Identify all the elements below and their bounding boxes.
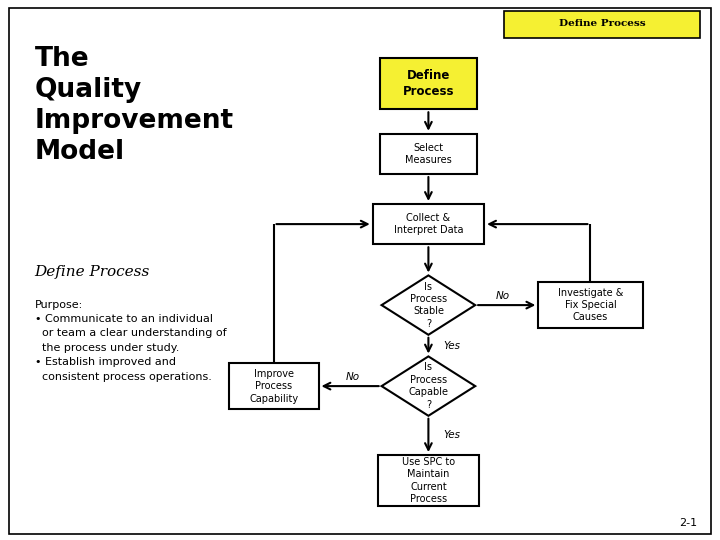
Polygon shape: [382, 275, 475, 335]
FancyBboxPatch shape: [380, 58, 477, 109]
Text: Improve
Process
Capability: Improve Process Capability: [249, 369, 298, 403]
FancyBboxPatch shape: [373, 204, 484, 244]
Text: Yes: Yes: [444, 341, 461, 350]
Text: Define Process: Define Process: [559, 19, 645, 28]
Text: Define
Process: Define Process: [402, 69, 454, 98]
FancyBboxPatch shape: [229, 363, 319, 409]
Text: Use SPC to
Maintain
Current
Process: Use SPC to Maintain Current Process: [402, 457, 455, 504]
Text: 2-1: 2-1: [679, 518, 697, 528]
Text: No: No: [346, 373, 360, 382]
Text: Collect &
Interpret Data: Collect & Interpret Data: [394, 213, 463, 235]
FancyBboxPatch shape: [504, 11, 700, 38]
Text: Investigate &
Fix Special
Causes: Investigate & Fix Special Causes: [558, 288, 623, 322]
FancyBboxPatch shape: [9, 8, 711, 534]
Text: Define Process: Define Process: [35, 265, 150, 279]
Text: Yes: Yes: [444, 430, 461, 441]
Text: No: No: [495, 292, 510, 301]
Text: Is
Process
Stable
?: Is Process Stable ?: [410, 281, 447, 329]
Text: Is
Process
Capable
?: Is Process Capable ?: [408, 362, 449, 410]
FancyBboxPatch shape: [538, 282, 643, 328]
FancyBboxPatch shape: [380, 134, 477, 174]
FancyBboxPatch shape: [378, 455, 479, 507]
Polygon shape: [382, 356, 475, 416]
Text: Purpose:
• Communicate to an individual
  or team a clear understanding of
  the: Purpose: • Communicate to an individual …: [35, 300, 226, 382]
Text: Select
Measures: Select Measures: [405, 143, 451, 165]
Text: The
Quality
Improvement
Model: The Quality Improvement Model: [35, 46, 234, 165]
